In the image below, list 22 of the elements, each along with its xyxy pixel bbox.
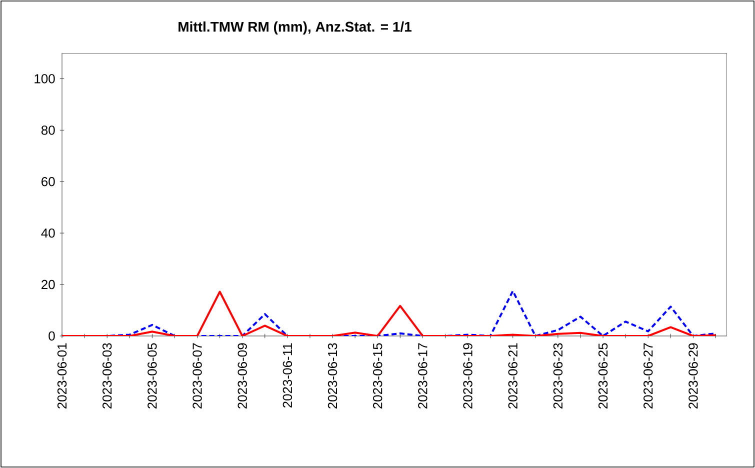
x-tick-label: 2023-06-05: [148, 343, 157, 408]
x-tick-label: 2023-06-03: [102, 343, 112, 408]
y-tick-label: 80: [41, 126, 55, 135]
x-tick-label: 2023-06-23: [553, 343, 563, 408]
x-tick-label: 2023-06-21: [508, 343, 518, 408]
x-tick-label: 2023-06-07: [192, 343, 202, 408]
y-tick-label: 100: [34, 74, 55, 84]
x-tick-label: 2023-06-15: [373, 343, 382, 408]
x-tick-label: 2023-06-13: [328, 343, 338, 408]
x-tick-label: 2023-06-29: [688, 343, 698, 408]
x-tick-label: 2023-06-01: [57, 343, 67, 408]
y-tick-label: 60: [42, 177, 55, 186]
x-tick-label: 2023-06-11: [282, 343, 292, 408]
x-tick-label: 2023-06-09: [238, 343, 247, 408]
y-tick-label: 40: [41, 228, 55, 238]
y-tick-label: 0: [48, 331, 55, 341]
x-tick-label: 2023-06-25: [598, 343, 608, 408]
x-tick-label: 2023-06-17: [418, 343, 428, 408]
y-tick-label: 20: [42, 280, 55, 290]
chart-title: Mittl.TMW RM (mm), Anz.Stat. = 1/1: [178, 21, 412, 34]
x-tick-label: 2023-06-27: [644, 343, 653, 408]
x-tick-label: 2023-06-19: [463, 343, 472, 408]
